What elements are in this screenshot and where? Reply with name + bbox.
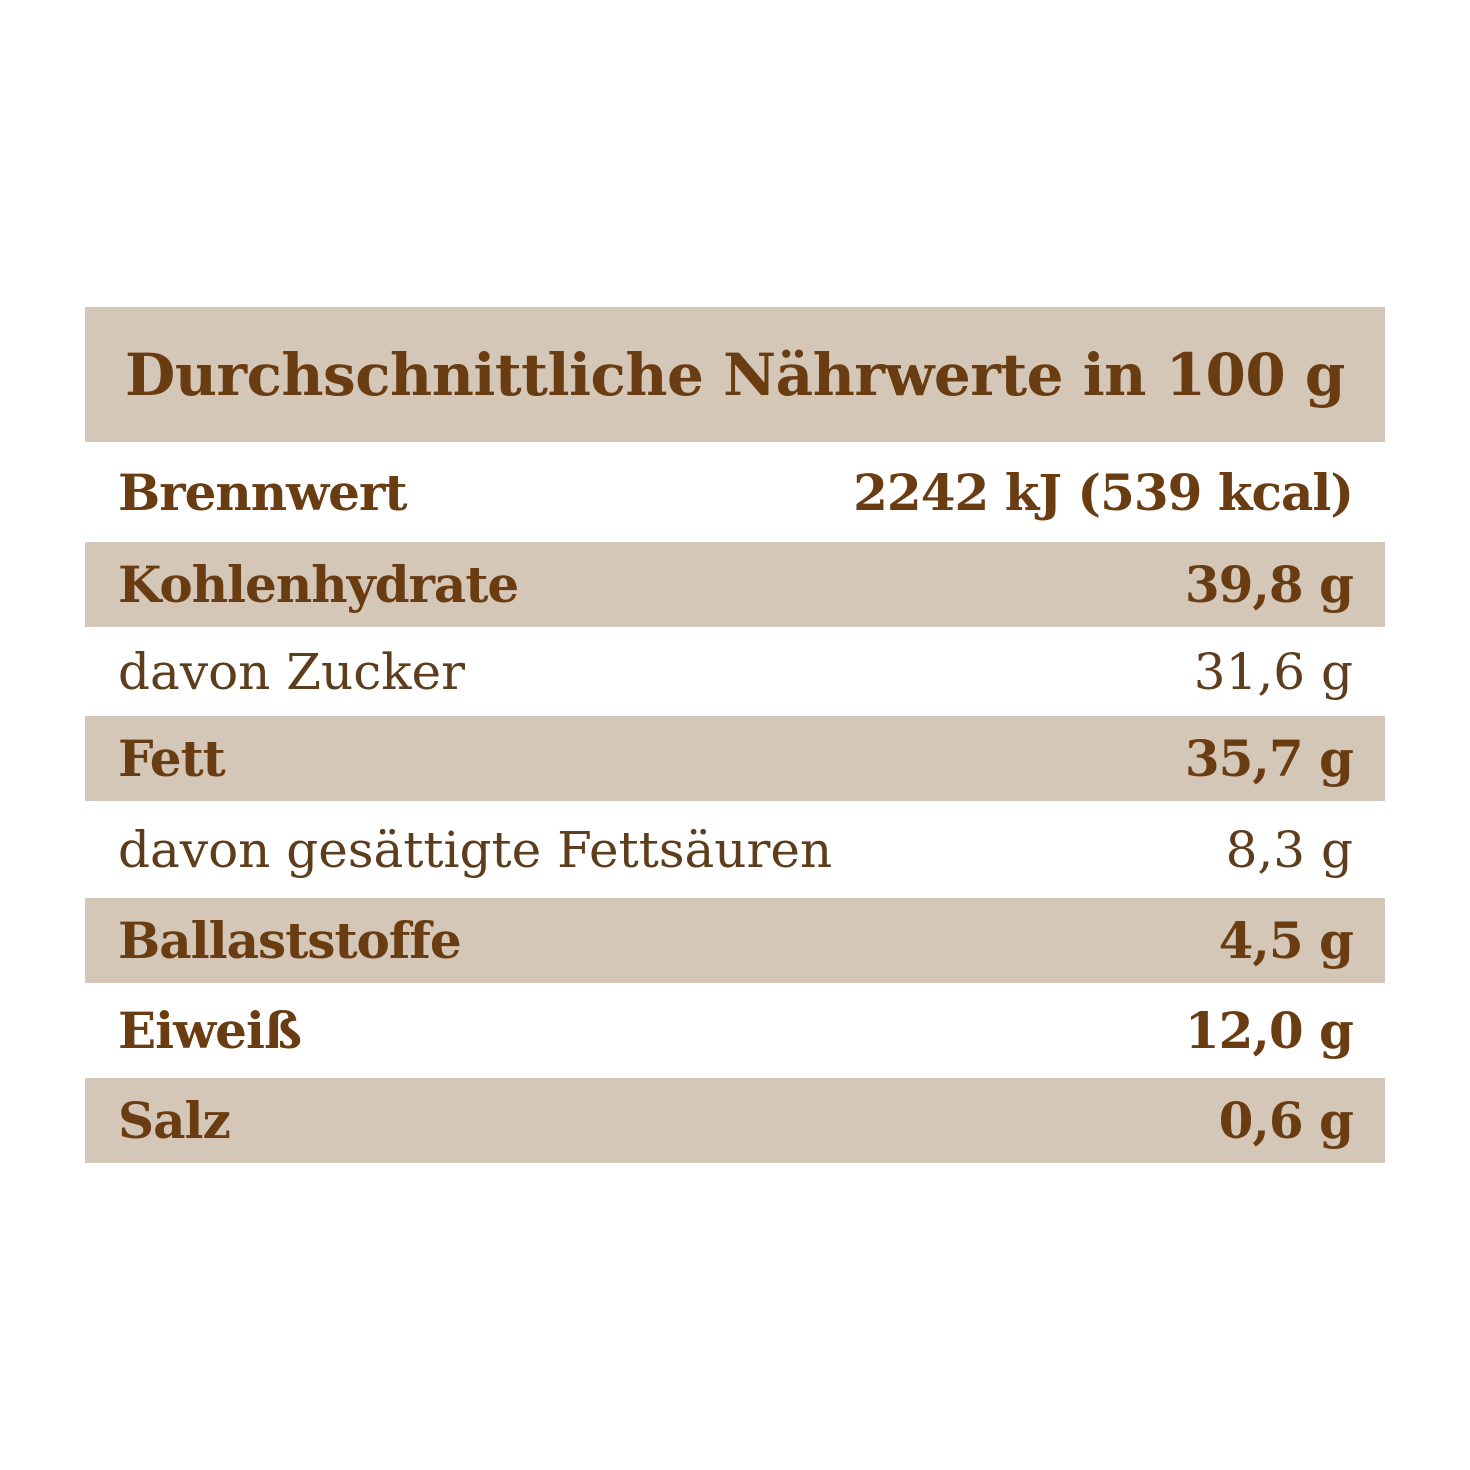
nutrient-value: 2242 kJ (539 kcal)	[853, 462, 1354, 522]
table-row: Eiweiß 12,0 g	[85, 983, 1385, 1078]
nutrient-value: 39,8 g	[1184, 555, 1354, 614]
table-row: Kohlenhydrate 39,8 g	[85, 542, 1385, 627]
nutrient-value: 0,6 g	[1218, 1091, 1354, 1150]
nutrient-value: 8,3 g	[1225, 820, 1353, 879]
nutrient-label: davon gesättigte Fettsäuren	[118, 820, 833, 879]
table-row: Salz 0,6 g	[85, 1078, 1385, 1163]
nutrient-label: davon Zucker	[118, 642, 465, 701]
nutrient-value: 12,0 g	[1184, 1001, 1354, 1060]
nutrient-label: Kohlenhydrate	[118, 555, 519, 614]
table-row: davon Zucker 31,6 g	[85, 627, 1385, 716]
table-row: Fett 35,7 g	[85, 716, 1385, 801]
table-row: Ballaststoffe 4,5 g	[85, 898, 1385, 983]
nutrient-label: Eiweiß	[118, 1001, 302, 1060]
nutrient-value: 4,5 g	[1218, 911, 1354, 970]
table-row: Brennwert 2242 kJ (539 kcal)	[85, 442, 1385, 542]
nutrient-label: Fett	[118, 729, 226, 788]
nutrient-label: Brennwert	[118, 462, 407, 522]
table-title: Durchschnittliche Nährwerte in 100 g	[85, 307, 1385, 442]
nutrient-value: 35,7 g	[1184, 729, 1354, 788]
nutrient-value: 31,6 g	[1193, 642, 1353, 701]
table-row: davon gesättigte Fettsäuren 8,3 g	[85, 801, 1385, 898]
nutrient-label: Salz	[118, 1091, 231, 1150]
nutrient-label: Ballaststoffe	[118, 911, 462, 970]
